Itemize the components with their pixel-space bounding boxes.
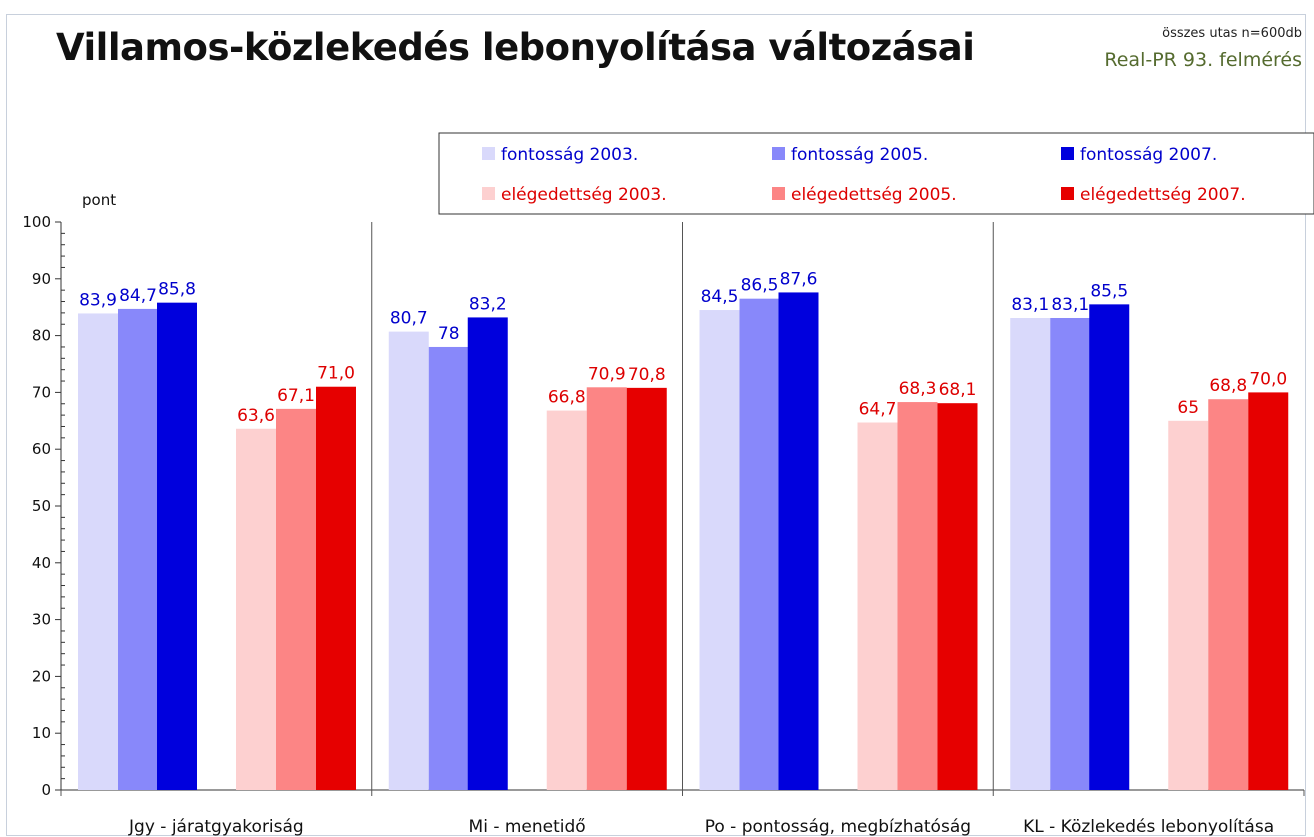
bar xyxy=(897,402,938,790)
legend-label: fontosság 2003. xyxy=(501,145,638,165)
x-category-label: KL - Közlekedés lebonyolítása xyxy=(1023,817,1274,837)
bar xyxy=(388,331,429,790)
bar xyxy=(428,346,469,790)
data-label: 71,0 xyxy=(317,364,355,384)
y-tick-label: 0 xyxy=(41,781,51,799)
data-label: 78 xyxy=(438,324,460,344)
bar xyxy=(1089,304,1130,790)
legend-swatch xyxy=(482,147,495,160)
data-label: 80,7 xyxy=(390,309,428,329)
data-label: 66,8 xyxy=(548,388,586,408)
y-tick-label: 100 xyxy=(22,213,51,231)
data-label: 65 xyxy=(1177,398,1199,418)
bar xyxy=(236,428,276,790)
data-label: 83,2 xyxy=(469,294,507,314)
legend-box xyxy=(438,132,1314,215)
x-category-label: Mi - menetidő xyxy=(469,817,586,837)
legend-label: elégedettség 2007. xyxy=(1080,185,1246,205)
data-label: 85,5 xyxy=(1090,281,1128,301)
bar xyxy=(626,387,667,790)
data-label: 87,6 xyxy=(780,269,818,289)
y-tick-label: 70 xyxy=(32,383,51,401)
bar xyxy=(78,313,118,790)
y-tick-label: 50 xyxy=(32,497,51,515)
legend-swatch xyxy=(1061,147,1074,160)
y-tick-label: 90 xyxy=(32,270,51,288)
data-label: 86,5 xyxy=(741,276,779,296)
bar xyxy=(1168,420,1209,790)
y-tick-label: 30 xyxy=(32,611,51,629)
bar xyxy=(546,410,587,790)
y-tick-label: 10 xyxy=(32,724,51,742)
x-category-label: Jgy - járatgyakoriság xyxy=(128,817,304,837)
data-label: 64,7 xyxy=(859,400,897,420)
data-label: 63,6 xyxy=(237,406,275,426)
bar xyxy=(1248,392,1289,790)
x-category-label: Po - pontosság, megbízhatóság xyxy=(705,817,971,837)
y-tick-label: 40 xyxy=(32,554,51,572)
bar xyxy=(937,403,978,790)
bar xyxy=(1010,317,1051,790)
bar xyxy=(1050,317,1091,790)
bar xyxy=(1208,399,1249,790)
data-label: 83,1 xyxy=(1051,295,1089,315)
y-axis-unit-label: pont xyxy=(82,191,116,209)
legend-label: elégedettség 2003. xyxy=(501,185,667,205)
chart-title: Villamos-közlekedés lebonyolítása változ… xyxy=(56,26,975,69)
bar xyxy=(586,387,627,790)
bar xyxy=(157,302,197,790)
data-label: 68,8 xyxy=(1209,376,1247,396)
data-label: 70,8 xyxy=(628,365,666,385)
bar xyxy=(857,422,898,790)
data-label: 68,3 xyxy=(899,379,937,399)
legend-label: elégedettség 2005. xyxy=(791,185,957,205)
data-label: 67,1 xyxy=(277,386,315,406)
y-tick-label: 80 xyxy=(32,327,51,345)
data-label: 70,9 xyxy=(588,364,626,384)
legend-swatch xyxy=(482,187,495,200)
y-tick-label: 20 xyxy=(32,667,51,685)
chart-frame xyxy=(6,14,1306,836)
legend-label: fontosság 2005. xyxy=(791,145,928,165)
data-label: 85,8 xyxy=(158,280,196,300)
data-label: 84,5 xyxy=(701,287,739,307)
legend-swatch xyxy=(772,147,785,160)
data-label: 84,7 xyxy=(119,286,157,306)
data-label: 83,9 xyxy=(79,290,117,310)
data-label: 83,1 xyxy=(1011,295,1049,315)
bar xyxy=(316,386,356,790)
data-label: 68,1 xyxy=(939,380,977,400)
legend-swatch xyxy=(1061,187,1074,200)
bar xyxy=(739,298,780,790)
y-tick-label: 60 xyxy=(32,440,51,458)
source-note: Real-PR 93. felmérés xyxy=(1104,49,1302,71)
bar xyxy=(699,310,740,790)
legend-swatch xyxy=(772,187,785,200)
bar xyxy=(467,317,508,790)
legend-label: fontosság 2007. xyxy=(1080,145,1217,165)
data-label: 70,0 xyxy=(1249,369,1287,389)
bar xyxy=(118,308,158,790)
sample-size-note: összes utas n=600db xyxy=(1162,26,1302,41)
bar xyxy=(778,292,819,790)
bar xyxy=(276,408,316,790)
